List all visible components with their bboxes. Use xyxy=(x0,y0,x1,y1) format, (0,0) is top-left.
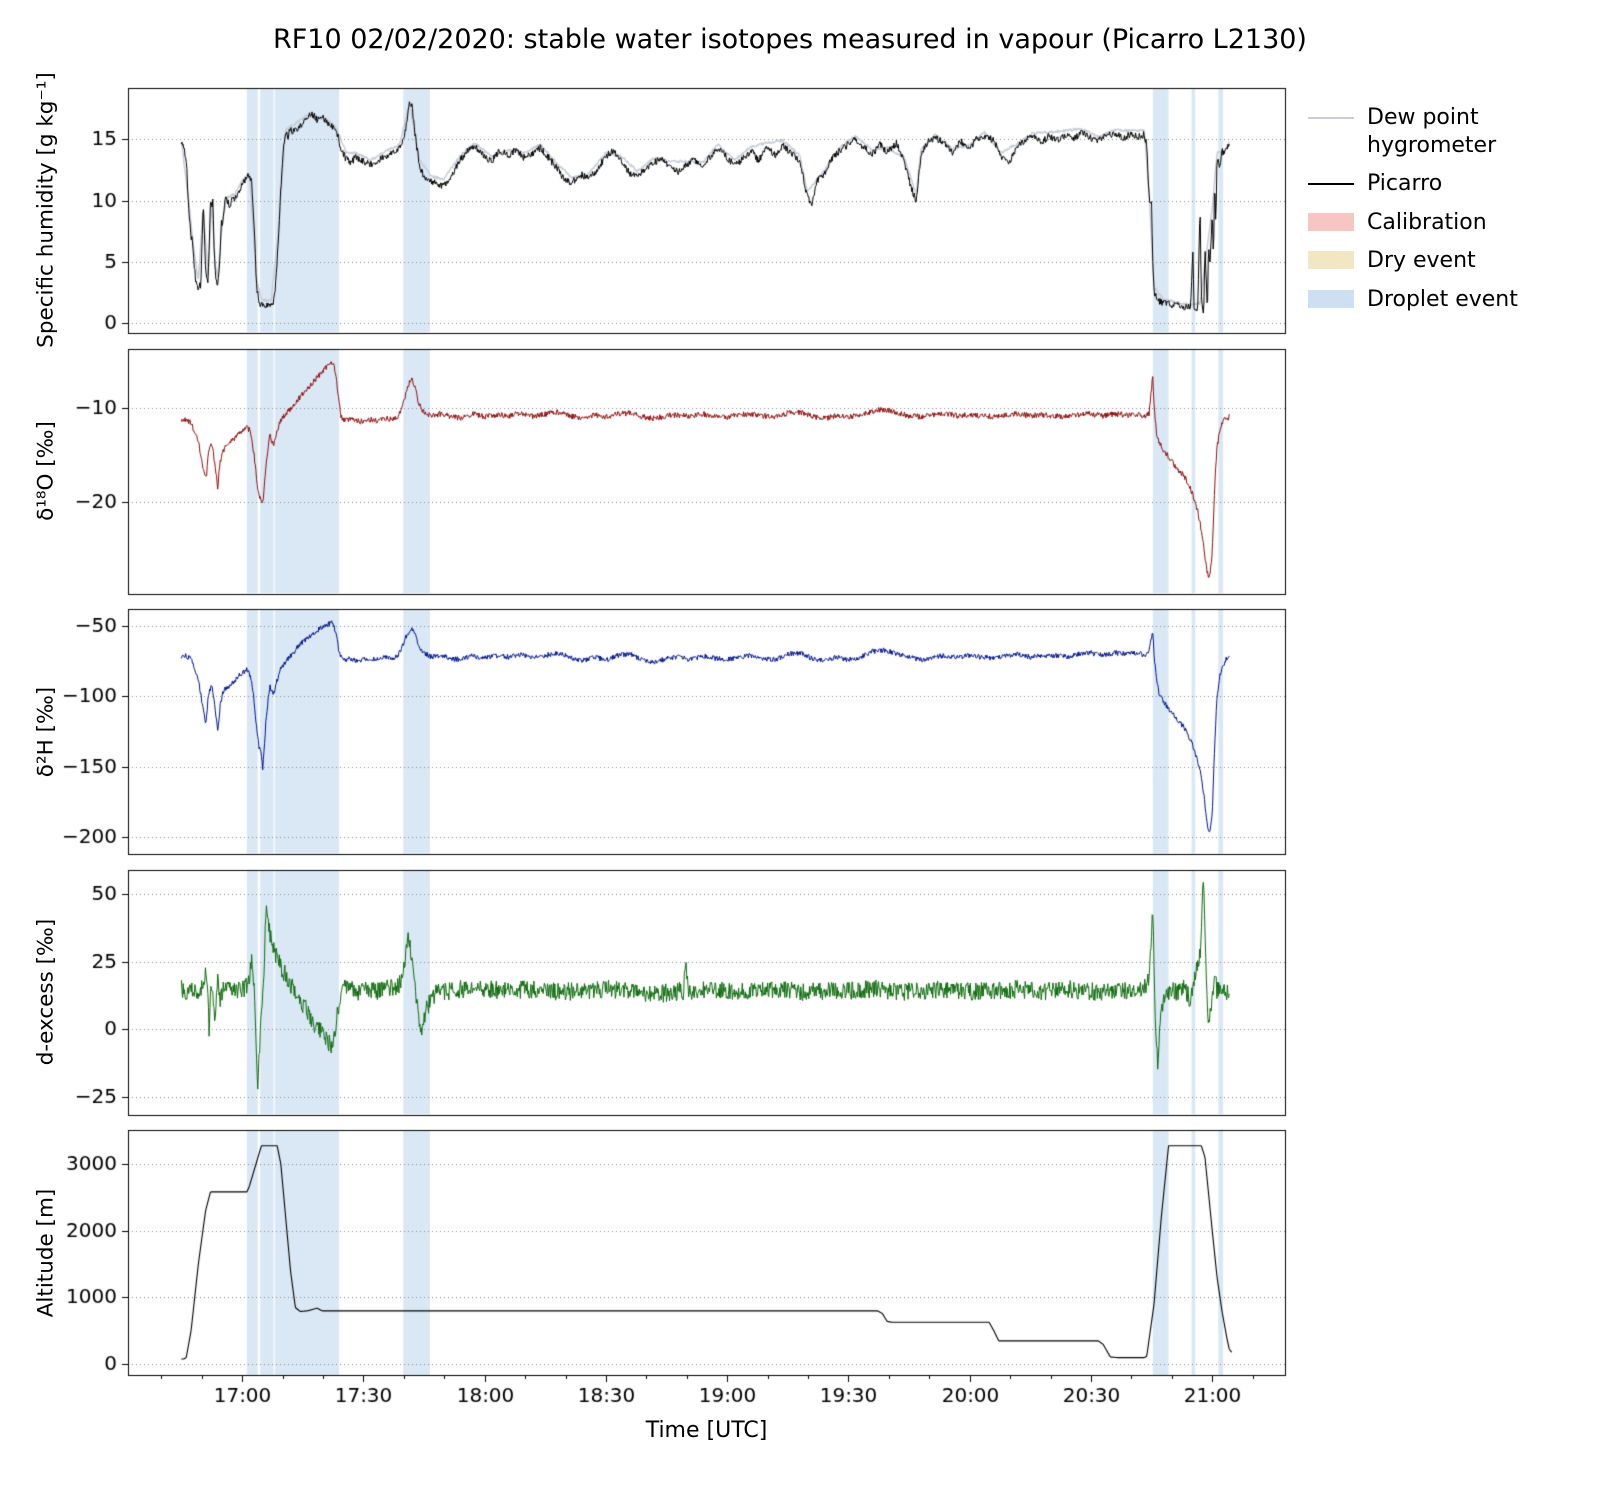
y-axis-label-altitude: Altitude [m] xyxy=(33,1188,59,1317)
legend-key-line-icon xyxy=(1308,117,1354,119)
chart-title: RF10 02/02/2020: stable water isotopes m… xyxy=(273,24,1307,55)
legend-item-label: Dew point hygrometer xyxy=(1367,105,1497,158)
legend-item-dewpoint: Dew point hygrometer xyxy=(1308,104,1542,159)
legend-key-patch-icon xyxy=(1308,289,1354,308)
legend-item-calibration: Calibration xyxy=(1308,209,1542,237)
legend: Dew point hygrometer Picarro Calibration… xyxy=(1308,104,1542,313)
legend-key-patch-icon xyxy=(1308,251,1354,269)
legend-item-label: Calibration xyxy=(1367,209,1487,235)
y-axis-label-d-excess: d-excess [‰] xyxy=(33,918,59,1066)
legend-item-label: Picarro xyxy=(1367,171,1443,196)
y-axis-label-d18o: δ¹⁸O [‰] xyxy=(33,421,59,521)
legend-key-line-icon xyxy=(1308,183,1354,185)
legend-item-picarro: Picarro xyxy=(1308,170,1542,198)
x-axis-label: Time [UTC] xyxy=(645,1418,768,1443)
legend-item-label: Dry event xyxy=(1367,248,1476,273)
legend-key-patch-icon xyxy=(1308,212,1354,231)
legend-item-label: Droplet event xyxy=(1367,286,1518,312)
legend-item-dry-event: Dry event xyxy=(1308,247,1542,275)
y-axis-label-d2h: δ²H [‰] xyxy=(33,686,59,777)
legend-item-droplet-event: Droplet event xyxy=(1308,286,1542,314)
y-axis-label-specific-humidity: Specific humidity [g kg⁻¹] xyxy=(33,72,59,349)
